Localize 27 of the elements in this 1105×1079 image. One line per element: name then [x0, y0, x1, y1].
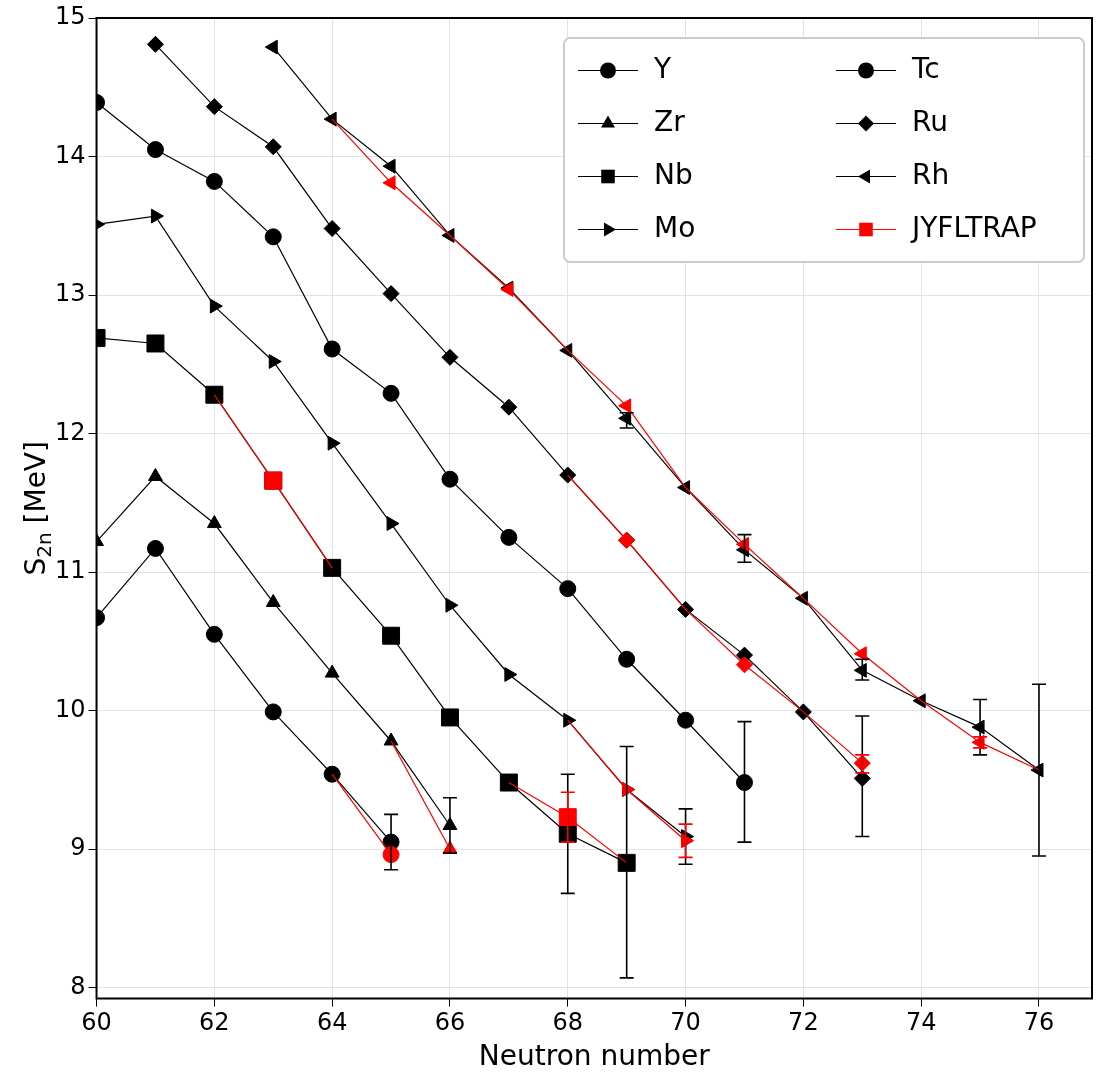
x-tick-label: 72	[788, 1008, 819, 1037]
x-tick-label: 66	[434, 1008, 466, 1037]
y-tick-label: 13	[54, 279, 86, 308]
legend-label: Ru	[912, 104, 948, 138]
x-tick-label: 64	[316, 1008, 348, 1037]
legend-label: Zr	[654, 104, 686, 138]
y-tick-label: 8	[70, 971, 86, 1000]
legend-label: Y	[653, 51, 672, 85]
legend-label: Nb	[654, 157, 693, 191]
x-tick-label: 62	[199, 1008, 230, 1037]
x-tick-label: 70	[670, 1008, 701, 1037]
legend-label: Mo	[654, 210, 696, 244]
y-tick-label: 15	[54, 2, 86, 31]
legend-label: Rh	[912, 157, 950, 191]
legend-label: Tc	[911, 51, 940, 85]
legend-label: JYFLTRAP	[910, 210, 1037, 244]
x-axis-title: Neutron number	[478, 1039, 711, 1073]
y-tick-label: 12	[54, 417, 86, 446]
x-tick-label: 76	[1023, 1008, 1055, 1037]
y-tick-label: 9	[70, 833, 86, 862]
x-tick-label: 68	[552, 1008, 584, 1037]
y-tick-label: 11	[54, 556, 86, 585]
x-tick-label: 74	[905, 1008, 937, 1037]
x-tick-label: 60	[81, 1008, 112, 1037]
y-tick-label: 10	[54, 694, 86, 723]
y-tick-label: 14	[54, 140, 86, 169]
y-axis-title: S2n [MeV]	[19, 441, 57, 576]
